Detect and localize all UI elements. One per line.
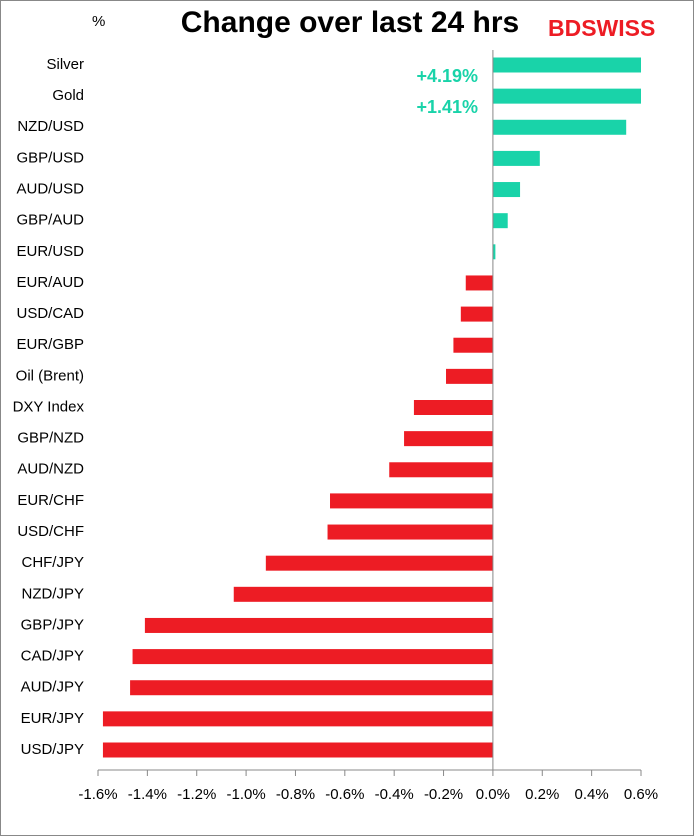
bar — [132, 649, 493, 665]
y-tick-label: NZD/JPY — [21, 585, 84, 602]
unit-label: % — [92, 13, 105, 30]
bar — [492, 88, 641, 104]
plot-area — [102, 57, 641, 758]
x-tick-label: 0.0% — [476, 786, 510, 803]
y-tick-label: GBP/USD — [16, 149, 84, 166]
y-tick-label: AUD/USD — [16, 181, 84, 198]
value-label: +4.19% — [416, 66, 478, 86]
bar — [492, 57, 641, 73]
x-tick-label: -0.4% — [375, 786, 414, 803]
y-tick-label: AUD/NZD — [17, 461, 84, 478]
y-tick-label: GBP/AUD — [16, 212, 84, 229]
x-tick-label: -1.2% — [177, 786, 216, 803]
y-tick-label: GBP/NZD — [17, 430, 84, 447]
x-tick-label: -1.0% — [226, 786, 265, 803]
bar — [453, 337, 493, 353]
y-tick-label: EUR/JPY — [21, 710, 84, 727]
bar — [404, 431, 493, 447]
bar — [492, 119, 627, 135]
y-tick-label: EUR/AUD — [16, 274, 84, 291]
x-tick-label: -1.6% — [78, 786, 117, 803]
bar — [233, 586, 493, 602]
y-tick-label: CAD/JPY — [21, 648, 84, 665]
bar — [144, 617, 493, 633]
bar — [327, 524, 493, 540]
y-tick-label: USD/JPY — [21, 741, 84, 758]
y-tick-label: Oil (Brent) — [16, 367, 84, 384]
y-tick-label: USD/CAD — [16, 305, 84, 322]
bar — [102, 742, 493, 758]
value-label: +1.41% — [416, 97, 478, 117]
x-tick-label: -0.8% — [276, 786, 315, 803]
x-tick-label: 0.2% — [525, 786, 559, 803]
x-tick-label: -1.4% — [128, 786, 167, 803]
bar — [492, 213, 508, 229]
y-tick-label: EUR/GBP — [16, 336, 84, 353]
bar — [465, 275, 493, 291]
bar — [492, 182, 521, 198]
logo: BDSWISS — [548, 15, 655, 41]
y-tick-label: AUD/JPY — [21, 679, 84, 696]
bar — [265, 555, 493, 571]
x-tick-label: 0.6% — [624, 786, 658, 803]
bar — [130, 680, 493, 696]
y-tick-label: EUR/USD — [16, 243, 84, 260]
y-tick-label: DXY Index — [13, 398, 85, 415]
bar — [413, 400, 493, 415]
y-tick-label: EUR/CHF — [17, 492, 84, 509]
y-tick-label: CHF/JPY — [21, 554, 84, 571]
x-tick-label: -0.2% — [424, 786, 463, 803]
bar — [460, 306, 493, 322]
x-tick-label: 0.4% — [575, 786, 609, 803]
y-tick-label: Silver — [46, 56, 84, 73]
y-tick-label: GBP/JPY — [21, 616, 84, 633]
bar — [330, 493, 493, 509]
bar — [102, 711, 493, 727]
bar — [492, 244, 496, 260]
chart-title: Change over last 24 hrs — [181, 6, 519, 39]
y-tick-label: Gold — [52, 87, 84, 104]
x-tick-label: -0.6% — [325, 786, 364, 803]
bar — [446, 368, 493, 384]
bar — [389, 462, 493, 478]
y-tick-label: USD/CHF — [17, 523, 84, 540]
bar — [492, 150, 540, 166]
y-tick-label: NZD/USD — [17, 118, 84, 135]
